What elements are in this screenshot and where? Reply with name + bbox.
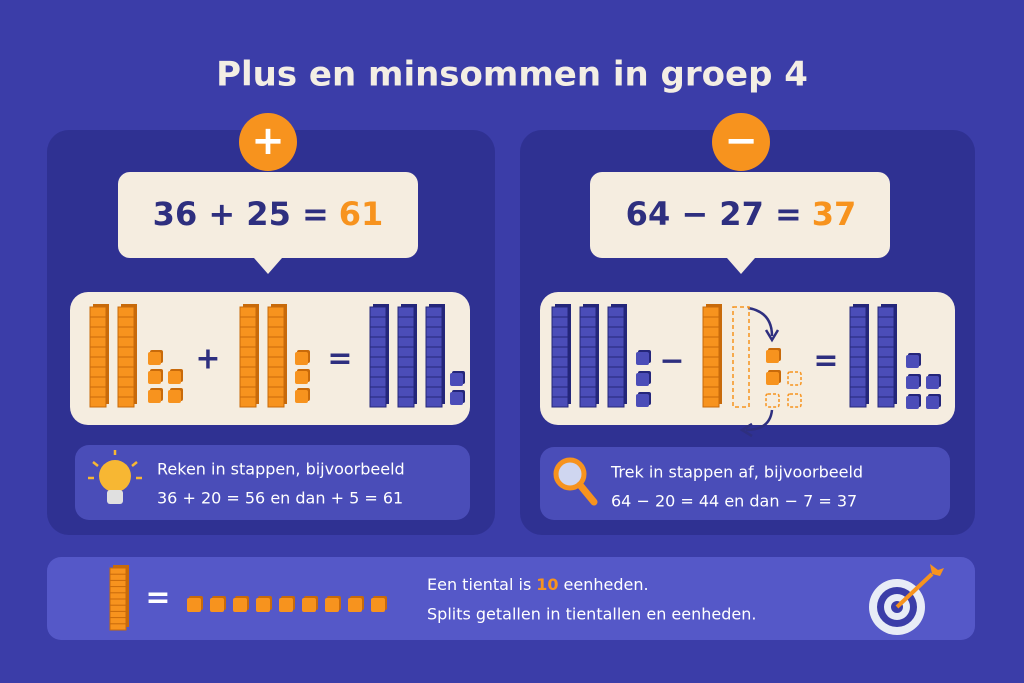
unit-cube — [279, 598, 293, 612]
equals: = — [327, 342, 352, 377]
speech-bubble — [590, 172, 890, 274]
unit-cube — [636, 352, 649, 365]
unit-cube — [325, 598, 339, 612]
footer-text: Een tiental is 10 eenheden. — [427, 575, 649, 594]
sign: − — [724, 118, 758, 164]
unit-cube — [906, 355, 919, 368]
unit-cube — [168, 390, 181, 403]
unit-outline — [787, 371, 802, 386]
equation-text: 64 − 27 = — [626, 195, 802, 233]
unit-cube — [295, 390, 308, 403]
unit-cube — [148, 371, 161, 384]
ten-rod — [239, 304, 259, 408]
arrow — [747, 306, 774, 337]
ten-rod — [702, 304, 722, 408]
tip-text: Trek in stappen af, bijvoorbeeld — [610, 463, 863, 482]
ten-rod — [267, 304, 287, 408]
answer: 61 — [339, 195, 384, 233]
target-icon — [869, 564, 944, 635]
tip-text: Reken in stappen, bijvoorbeeld — [157, 460, 405, 479]
tip-box — [540, 447, 950, 520]
ten-rod — [89, 304, 109, 408]
ten-rod — [397, 304, 417, 408]
unit-cube — [906, 396, 919, 409]
ten-rod — [732, 306, 750, 408]
unit-cube — [148, 390, 161, 403]
ten-rod — [369, 304, 389, 408]
unit-cube — [766, 372, 779, 385]
unit-cube — [926, 396, 939, 409]
unit-cube — [210, 598, 224, 612]
arrow — [745, 409, 774, 432]
answer: 37 — [812, 195, 857, 233]
unit-cube — [450, 373, 463, 386]
equation-text: 36 + 25 = — [153, 195, 329, 233]
unit-outline — [787, 393, 802, 408]
unit-cube — [926, 376, 939, 389]
unit-cube — [187, 598, 201, 612]
operator: + — [195, 342, 220, 377]
ten-rod — [849, 304, 869, 408]
operator: − — [659, 344, 684, 379]
unit-cube — [371, 598, 385, 612]
footer-box — [47, 557, 975, 640]
tip-box — [75, 445, 470, 520]
speech-bubble — [118, 172, 418, 274]
sign-circle — [239, 113, 297, 171]
unit-cube — [636, 373, 649, 386]
title: Plus en minsommen in groep 4 — [216, 55, 808, 95]
ten-rod — [551, 304, 571, 408]
unit-cube — [295, 371, 308, 384]
text: eenheden. — [564, 575, 649, 594]
tip-text: 64 − 20 = 44 en dan − 7 = 37 — [611, 492, 857, 511]
unit-outline — [765, 393, 780, 408]
unit-cube — [148, 352, 161, 365]
sign-circle — [712, 113, 770, 171]
tip-text: 36 + 20 = 56 en dan + 5 = 61 — [157, 489, 403, 508]
arrow-head — [739, 422, 753, 438]
lightbulb-icon — [88, 450, 142, 504]
unit-cube — [450, 392, 463, 405]
unit-cube — [256, 598, 270, 612]
unit-cube — [766, 350, 779, 363]
sign: + — [251, 118, 285, 164]
equation: 64 − 27 = 37 — [626, 195, 857, 233]
text: Een tiental is — [427, 575, 531, 594]
ten-rod — [117, 304, 137, 408]
highlight: 10 — [536, 575, 558, 594]
ten-rod — [109, 565, 129, 631]
unit-cube — [348, 598, 362, 612]
unit-cube — [168, 371, 181, 384]
magnifier-icon — [553, 457, 598, 506]
equation: 36 + 25 = 61 — [153, 195, 384, 233]
ten-rod — [425, 304, 445, 408]
ten-rod — [607, 304, 627, 408]
rod-outline — [732, 306, 750, 408]
footer-text: Splits getallen in tientallen en eenhede… — [427, 605, 756, 624]
unit-cube — [302, 598, 316, 612]
unit-cube — [906, 376, 919, 389]
unit-cube — [233, 598, 247, 612]
arrow-head — [764, 329, 780, 343]
ten-rod — [579, 304, 599, 408]
equals: = — [813, 344, 838, 379]
ten-rod — [877, 304, 897, 408]
equals: = — [145, 581, 170, 616]
unit-cube — [636, 394, 649, 407]
unit-cube — [295, 352, 308, 365]
